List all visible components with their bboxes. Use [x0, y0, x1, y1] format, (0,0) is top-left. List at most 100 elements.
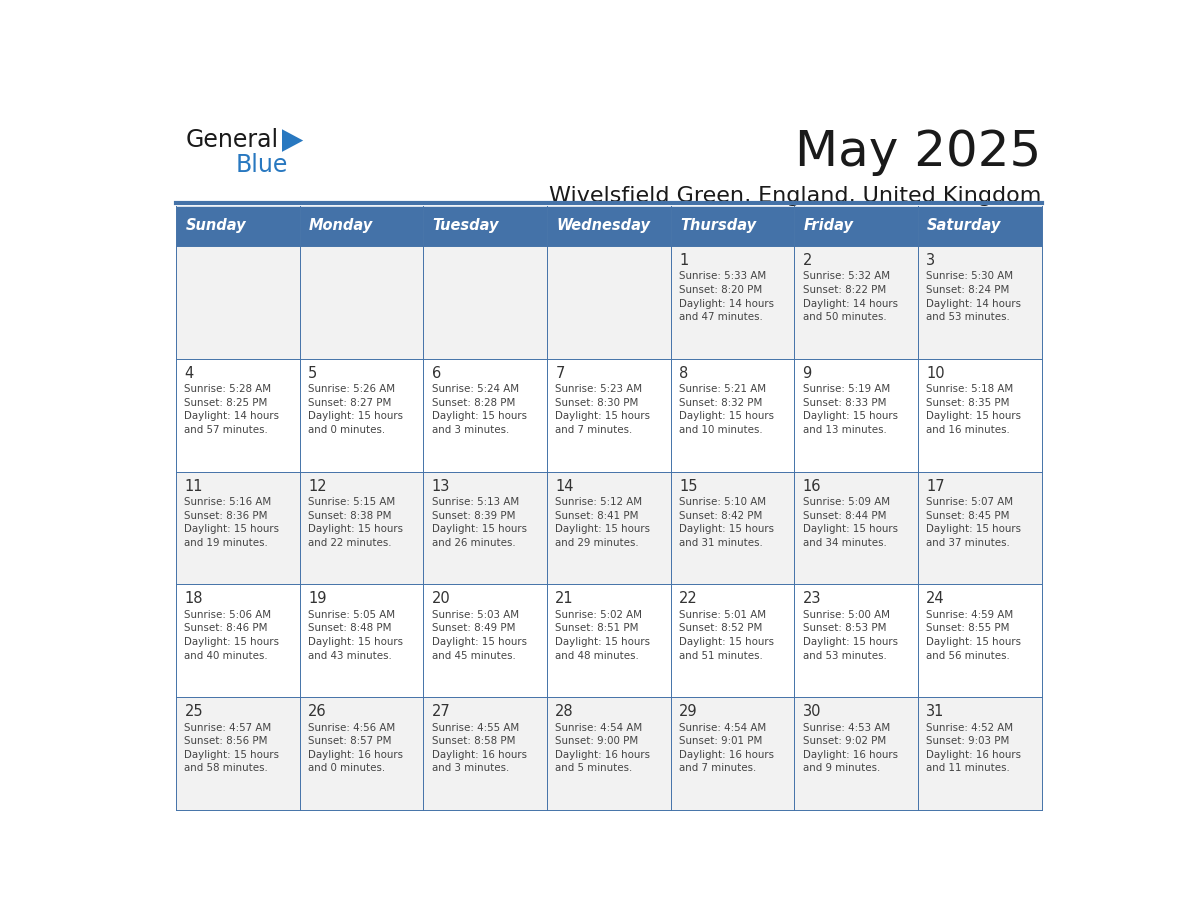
Text: Monday: Monday [309, 218, 373, 233]
Text: 13: 13 [431, 478, 450, 494]
Bar [918, 246, 1042, 359]
Bar [423, 359, 546, 472]
Text: 30: 30 [803, 704, 821, 719]
Text: 10: 10 [927, 365, 944, 381]
Bar [671, 585, 795, 697]
Bar [299, 585, 423, 697]
Bar [423, 206, 546, 246]
Bar [546, 359, 671, 472]
Text: Thursday: Thursday [680, 218, 756, 233]
Text: Sunrise: 4:53 AM
Sunset: 9:02 PM
Daylight: 16 hours
and 9 minutes.: Sunrise: 4:53 AM Sunset: 9:02 PM Dayligh… [803, 722, 898, 773]
Text: 15: 15 [680, 478, 697, 494]
Text: Tuesday: Tuesday [432, 218, 499, 233]
Bar [918, 585, 1042, 697]
Bar [423, 585, 546, 697]
Text: 14: 14 [555, 478, 574, 494]
Bar [299, 472, 423, 585]
Text: 18: 18 [184, 591, 203, 607]
Text: May 2025: May 2025 [795, 128, 1042, 176]
Text: Sunday: Sunday [185, 218, 246, 233]
Bar [176, 585, 299, 697]
Text: 11: 11 [184, 478, 203, 494]
Text: 5: 5 [308, 365, 317, 381]
Bar [671, 206, 795, 246]
Bar [671, 697, 795, 810]
Bar [918, 359, 1042, 472]
Text: 25: 25 [184, 704, 203, 719]
Bar [795, 585, 918, 697]
Bar [795, 206, 918, 246]
Text: 16: 16 [803, 478, 821, 494]
Text: 22: 22 [680, 591, 697, 607]
Bar [918, 472, 1042, 585]
Bar [299, 246, 423, 359]
Bar [918, 697, 1042, 810]
Bar [546, 246, 671, 359]
Text: Wednesday: Wednesday [556, 218, 650, 233]
Text: Blue: Blue [236, 152, 289, 176]
Text: 28: 28 [555, 704, 574, 719]
Text: 24: 24 [927, 591, 944, 607]
Text: Sunrise: 5:30 AM
Sunset: 8:24 PM
Daylight: 14 hours
and 53 minutes.: Sunrise: 5:30 AM Sunset: 8:24 PM Dayligh… [927, 272, 1022, 322]
Bar [918, 206, 1042, 246]
Text: Sunrise: 4:52 AM
Sunset: 9:03 PM
Daylight: 16 hours
and 11 minutes.: Sunrise: 4:52 AM Sunset: 9:03 PM Dayligh… [927, 722, 1022, 773]
Text: 8: 8 [680, 365, 688, 381]
Text: Sunrise: 5:09 AM
Sunset: 8:44 PM
Daylight: 15 hours
and 34 minutes.: Sunrise: 5:09 AM Sunset: 8:44 PM Dayligh… [803, 497, 898, 548]
Bar [299, 359, 423, 472]
Text: Sunrise: 5:06 AM
Sunset: 8:46 PM
Daylight: 15 hours
and 40 minutes.: Sunrise: 5:06 AM Sunset: 8:46 PM Dayligh… [184, 610, 279, 661]
Bar [299, 697, 423, 810]
Text: 2: 2 [803, 253, 811, 268]
Bar [795, 472, 918, 585]
Bar [546, 585, 671, 697]
Text: Sunrise: 4:57 AM
Sunset: 8:56 PM
Daylight: 15 hours
and 58 minutes.: Sunrise: 4:57 AM Sunset: 8:56 PM Dayligh… [184, 722, 279, 773]
Text: Sunrise: 5:12 AM
Sunset: 8:41 PM
Daylight: 15 hours
and 29 minutes.: Sunrise: 5:12 AM Sunset: 8:41 PM Dayligh… [555, 497, 650, 548]
Text: Sunrise: 5:07 AM
Sunset: 8:45 PM
Daylight: 15 hours
and 37 minutes.: Sunrise: 5:07 AM Sunset: 8:45 PM Dayligh… [927, 497, 1022, 548]
Text: 27: 27 [431, 704, 450, 719]
Text: Sunrise: 5:33 AM
Sunset: 8:20 PM
Daylight: 14 hours
and 47 minutes.: Sunrise: 5:33 AM Sunset: 8:20 PM Dayligh… [680, 272, 773, 322]
Bar [176, 246, 299, 359]
Bar [176, 697, 299, 810]
Text: Sunrise: 4:59 AM
Sunset: 8:55 PM
Daylight: 15 hours
and 56 minutes.: Sunrise: 4:59 AM Sunset: 8:55 PM Dayligh… [927, 610, 1022, 661]
Text: 4: 4 [184, 365, 194, 381]
Text: Sunrise: 5:24 AM
Sunset: 8:28 PM
Daylight: 15 hours
and 3 minutes.: Sunrise: 5:24 AM Sunset: 8:28 PM Dayligh… [431, 384, 526, 435]
Text: Sunrise: 5:00 AM
Sunset: 8:53 PM
Daylight: 15 hours
and 53 minutes.: Sunrise: 5:00 AM Sunset: 8:53 PM Dayligh… [803, 610, 898, 661]
Text: Sunrise: 5:13 AM
Sunset: 8:39 PM
Daylight: 15 hours
and 26 minutes.: Sunrise: 5:13 AM Sunset: 8:39 PM Dayligh… [431, 497, 526, 548]
Text: Sunrise: 5:23 AM
Sunset: 8:30 PM
Daylight: 15 hours
and 7 minutes.: Sunrise: 5:23 AM Sunset: 8:30 PM Dayligh… [555, 384, 650, 435]
Text: Sunrise: 5:18 AM
Sunset: 8:35 PM
Daylight: 15 hours
and 16 minutes.: Sunrise: 5:18 AM Sunset: 8:35 PM Dayligh… [927, 384, 1022, 435]
Text: Sunrise: 5:05 AM
Sunset: 8:48 PM
Daylight: 15 hours
and 43 minutes.: Sunrise: 5:05 AM Sunset: 8:48 PM Dayligh… [308, 610, 403, 661]
Text: 9: 9 [803, 365, 811, 381]
Bar [546, 697, 671, 810]
Text: Sunrise: 5:28 AM
Sunset: 8:25 PM
Daylight: 14 hours
and 57 minutes.: Sunrise: 5:28 AM Sunset: 8:25 PM Dayligh… [184, 384, 279, 435]
Text: 23: 23 [803, 591, 821, 607]
Text: 7: 7 [555, 365, 564, 381]
Text: Sunrise: 5:02 AM
Sunset: 8:51 PM
Daylight: 15 hours
and 48 minutes.: Sunrise: 5:02 AM Sunset: 8:51 PM Dayligh… [555, 610, 650, 661]
Text: 3: 3 [927, 253, 935, 268]
Bar [671, 246, 795, 359]
Bar [176, 472, 299, 585]
Text: 29: 29 [680, 704, 697, 719]
Text: Saturday: Saturday [927, 218, 1001, 233]
Bar [176, 359, 299, 472]
Text: Sunrise: 5:16 AM
Sunset: 8:36 PM
Daylight: 15 hours
and 19 minutes.: Sunrise: 5:16 AM Sunset: 8:36 PM Dayligh… [184, 497, 279, 548]
Text: 20: 20 [431, 591, 450, 607]
Text: Sunrise: 5:03 AM
Sunset: 8:49 PM
Daylight: 15 hours
and 45 minutes.: Sunrise: 5:03 AM Sunset: 8:49 PM Dayligh… [431, 610, 526, 661]
Text: 6: 6 [431, 365, 441, 381]
Polygon shape [282, 129, 303, 151]
Bar [795, 359, 918, 472]
Text: Sunrise: 5:19 AM
Sunset: 8:33 PM
Daylight: 15 hours
and 13 minutes.: Sunrise: 5:19 AM Sunset: 8:33 PM Dayligh… [803, 384, 898, 435]
Text: Sunrise: 4:56 AM
Sunset: 8:57 PM
Daylight: 16 hours
and 0 minutes.: Sunrise: 4:56 AM Sunset: 8:57 PM Dayligh… [308, 722, 403, 773]
Bar [299, 206, 423, 246]
Text: Friday: Friday [803, 218, 853, 233]
Text: Sunrise: 5:15 AM
Sunset: 8:38 PM
Daylight: 15 hours
and 22 minutes.: Sunrise: 5:15 AM Sunset: 8:38 PM Dayligh… [308, 497, 403, 548]
Text: 12: 12 [308, 478, 327, 494]
Text: Sunrise: 5:32 AM
Sunset: 8:22 PM
Daylight: 14 hours
and 50 minutes.: Sunrise: 5:32 AM Sunset: 8:22 PM Dayligh… [803, 272, 898, 322]
Text: General: General [185, 128, 278, 151]
Text: Wivelsfield Green, England, United Kingdom: Wivelsfield Green, England, United Kingd… [549, 185, 1042, 206]
Text: Sunrise: 5:10 AM
Sunset: 8:42 PM
Daylight: 15 hours
and 31 minutes.: Sunrise: 5:10 AM Sunset: 8:42 PM Dayligh… [680, 497, 773, 548]
Text: Sunrise: 5:26 AM
Sunset: 8:27 PM
Daylight: 15 hours
and 0 minutes.: Sunrise: 5:26 AM Sunset: 8:27 PM Dayligh… [308, 384, 403, 435]
Text: 17: 17 [927, 478, 944, 494]
Text: 31: 31 [927, 704, 944, 719]
Text: 1: 1 [680, 253, 688, 268]
Bar [671, 472, 795, 585]
Bar [423, 472, 546, 585]
